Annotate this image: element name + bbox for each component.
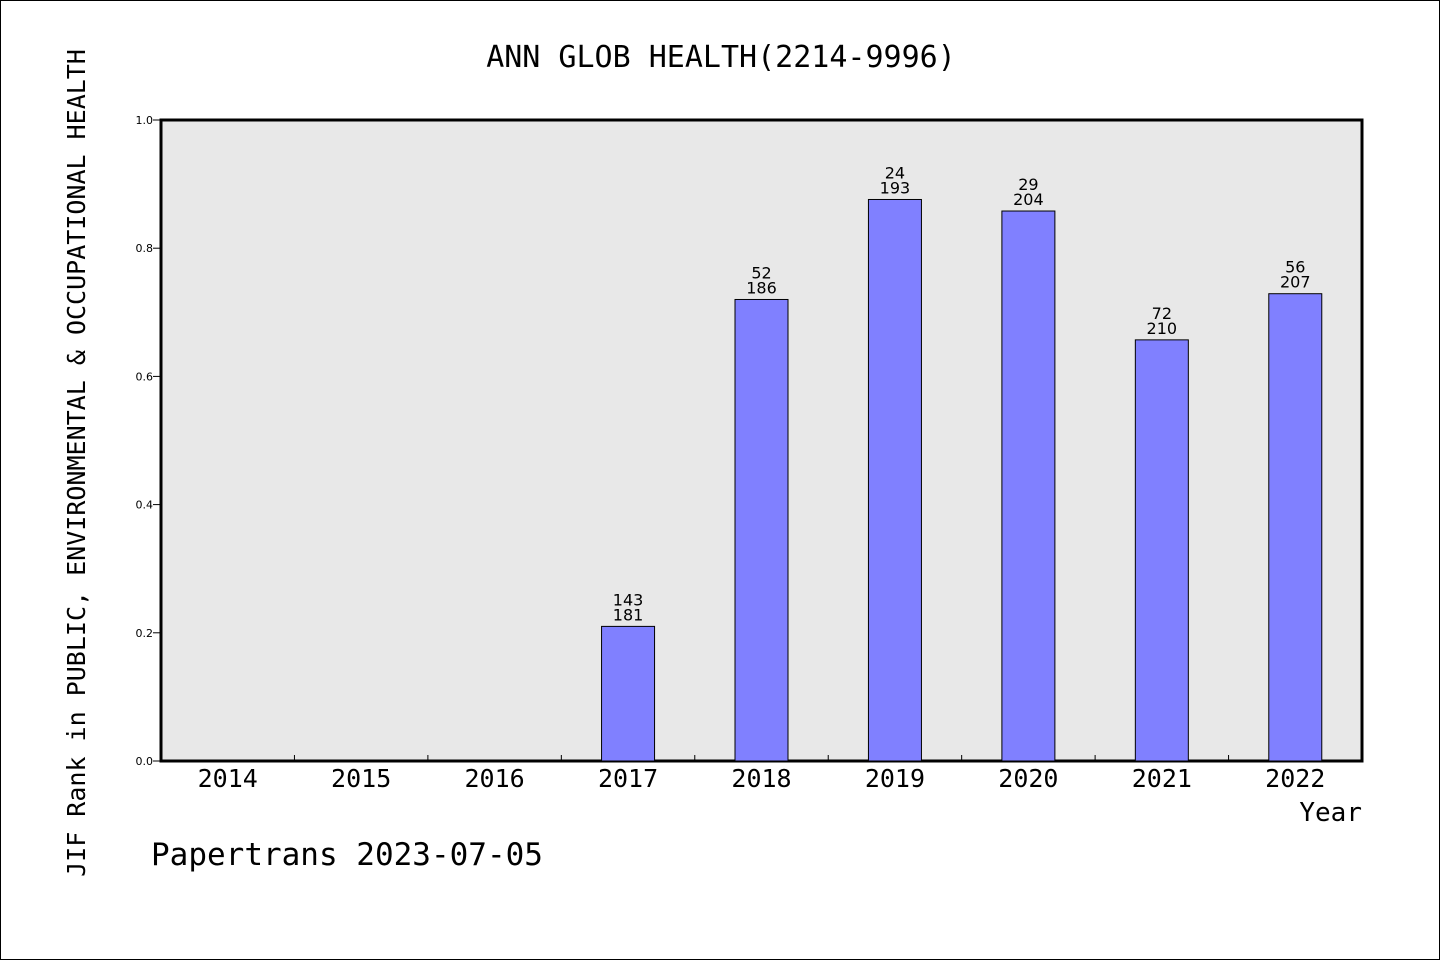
bar	[1001, 210, 1056, 762]
bar-total-label: 193	[880, 178, 911, 197]
bar-rank-label: 143	[613, 590, 644, 609]
x-axis-label: Year	[1299, 798, 1362, 828]
bar	[601, 625, 656, 762]
x-tick-label: 2017	[598, 764, 658, 793]
y-tick-label: 0.0	[136, 755, 154, 768]
x-tick-label: 2019	[865, 764, 925, 793]
bar-total-label: 186	[746, 278, 777, 297]
y-axis-label: JIF Rank in PUBLIC, ENVIRONMENTAL & OCCU…	[62, 49, 91, 877]
x-tick-label: 2018	[731, 764, 791, 793]
x-tick-label: 2016	[465, 764, 525, 793]
y-tick-label: 0.6	[136, 370, 154, 383]
bar-total-label: 210	[1147, 319, 1178, 338]
bar	[1134, 339, 1189, 762]
bar-total-label: 181	[613, 605, 644, 624]
bar-rank-label: 29	[1018, 175, 1038, 194]
bar-total-label: 204	[1013, 190, 1044, 209]
x-tick-label: 2022	[1265, 764, 1325, 793]
x-axis-tick-labels: 2014 2015 2016 2017 2018 2019 2020 2021 2022	[198, 764, 1326, 793]
bar	[734, 298, 789, 762]
bar-rank-label: 72	[1152, 304, 1172, 323]
x-tick-label: 2015	[331, 764, 391, 793]
bar	[867, 198, 922, 762]
bar-rank-label: 52	[751, 263, 771, 282]
footer-credit: Papertrans 2023-07-05	[151, 837, 543, 873]
y-tick-label: 0.8	[136, 242, 154, 255]
bar-rank-label: 56	[1285, 258, 1305, 277]
bar-rank-label: 24	[885, 163, 905, 182]
y-tick-label: 1.0	[136, 114, 154, 127]
y-axis-ticks: 0.0 0.2 0.4 0.6 0.8 1.0	[136, 114, 161, 768]
x-tick-label: 2020	[998, 764, 1058, 793]
chart-title: ANN GLOB HEALTH(2214-9996)	[486, 40, 956, 75]
bar	[1268, 293, 1323, 762]
x-tick-label: 2014	[198, 764, 258, 793]
bar-total-label: 207	[1280, 273, 1311, 292]
y-tick-label: 0.2	[136, 627, 154, 640]
y-tick-label: 0.4	[136, 499, 154, 512]
x-tick-label: 2021	[1132, 764, 1192, 793]
